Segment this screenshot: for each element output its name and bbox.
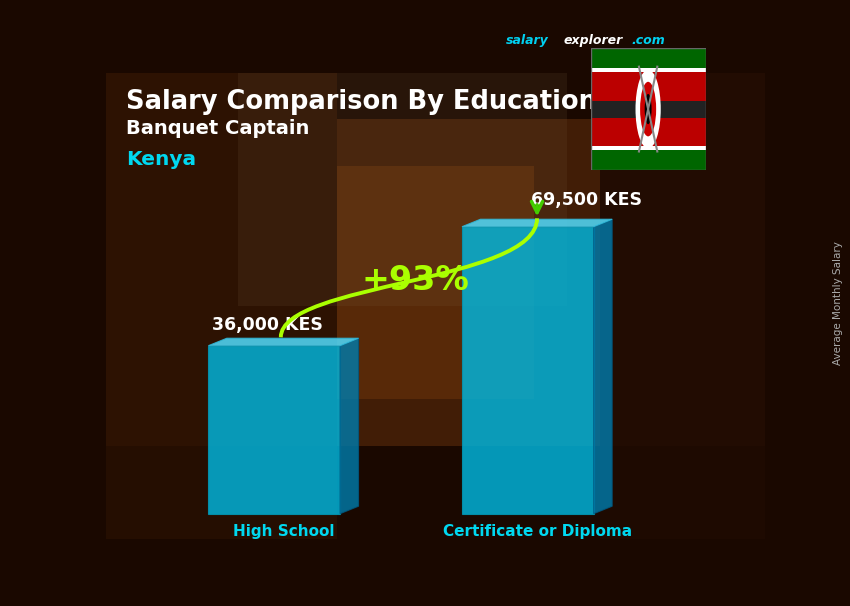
Text: Average Monthly Salary: Average Monthly Salary bbox=[833, 241, 843, 365]
Polygon shape bbox=[208, 345, 340, 514]
FancyBboxPatch shape bbox=[337, 119, 600, 446]
FancyBboxPatch shape bbox=[106, 73, 337, 539]
Text: Banquet Captain: Banquet Captain bbox=[126, 119, 309, 138]
Ellipse shape bbox=[644, 94, 652, 124]
Polygon shape bbox=[462, 219, 612, 227]
Polygon shape bbox=[593, 219, 612, 514]
FancyBboxPatch shape bbox=[591, 150, 706, 170]
FancyBboxPatch shape bbox=[337, 166, 535, 399]
Polygon shape bbox=[462, 227, 593, 514]
Text: .com: .com bbox=[632, 34, 666, 47]
Text: High School: High School bbox=[233, 524, 334, 539]
FancyBboxPatch shape bbox=[591, 146, 706, 150]
Text: +93%: +93% bbox=[361, 264, 469, 297]
Text: salary: salary bbox=[506, 34, 548, 47]
Polygon shape bbox=[208, 338, 359, 345]
Ellipse shape bbox=[636, 70, 660, 148]
FancyBboxPatch shape bbox=[238, 73, 568, 306]
FancyBboxPatch shape bbox=[106, 446, 765, 539]
Text: Salary Comparison By Education: Salary Comparison By Education bbox=[126, 89, 597, 115]
Text: Certificate or Diploma: Certificate or Diploma bbox=[443, 524, 632, 539]
FancyBboxPatch shape bbox=[591, 118, 706, 146]
Text: explorer: explorer bbox=[564, 34, 623, 47]
FancyBboxPatch shape bbox=[591, 68, 706, 72]
Text: Kenya: Kenya bbox=[126, 150, 196, 168]
Polygon shape bbox=[340, 338, 359, 514]
FancyBboxPatch shape bbox=[591, 72, 706, 101]
FancyBboxPatch shape bbox=[600, 73, 765, 539]
FancyBboxPatch shape bbox=[591, 101, 706, 118]
Text: 69,500 KES: 69,500 KES bbox=[531, 191, 642, 208]
Text: 36,000 KES: 36,000 KES bbox=[212, 316, 323, 334]
Ellipse shape bbox=[640, 82, 656, 136]
FancyBboxPatch shape bbox=[591, 48, 706, 68]
